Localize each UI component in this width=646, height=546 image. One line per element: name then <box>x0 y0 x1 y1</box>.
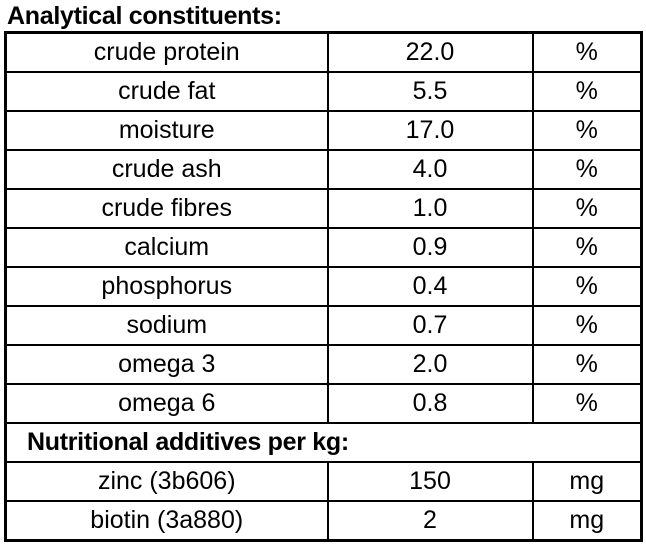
constituent-unit-cell: % <box>531 110 643 151</box>
constituents-table: crude protein 22.0 % crude fat 5.5 % moi… <box>4 31 643 542</box>
table-row: crude ash 4.0 % <box>4 149 643 190</box>
constituent-unit-cell: % <box>531 188 643 229</box>
constituent-name-cell: crude fibres <box>4 188 329 229</box>
constituent-unit-cell: % <box>531 227 643 268</box>
constituent-unit-cell: mg <box>531 500 643 542</box>
table-row: crude fat 5.5 % <box>4 71 643 112</box>
constituent-unit-cell: % <box>531 31 643 73</box>
table-row: omega 6 0.8 % <box>4 383 643 424</box>
page-title: Analytical constituents: <box>7 2 282 30</box>
constituent-name-cell: crude ash <box>4 149 329 190</box>
constituent-value-cell: 150 <box>326 461 534 502</box>
constituent-value-cell: 4.0 <box>326 149 534 190</box>
constituent-name-cell: crude fat <box>4 71 329 112</box>
constituent-value-cell: 2 <box>326 500 534 542</box>
constituent-unit-cell: % <box>531 383 643 424</box>
constituent-value-cell: 5.5 <box>326 71 534 112</box>
constituent-name-cell: biotin (3a880) <box>4 500 329 542</box>
constituent-name-cell: omega 6 <box>4 383 329 424</box>
constituent-unit-cell: % <box>531 71 643 112</box>
constituent-name-cell: moisture <box>4 110 329 151</box>
table-row: phosphorus 0.4 % <box>4 266 643 307</box>
constituent-unit-cell: % <box>531 266 643 307</box>
constituent-name-cell: calcium <box>4 227 329 268</box>
constituent-value-cell: 0.8 <box>326 383 534 424</box>
constituents-table-body: crude protein 22.0 % crude fat 5.5 % moi… <box>4 31 643 542</box>
constituent-value-cell: 0.9 <box>326 227 534 268</box>
constituent-value-cell: 22.0 <box>326 31 534 73</box>
constituent-value-cell: 0.7 <box>326 305 534 346</box>
constituent-unit-cell: % <box>531 149 643 190</box>
table-row: biotin (3a880) 2 mg <box>4 500 643 542</box>
constituent-unit-cell: mg <box>531 461 643 502</box>
constituent-unit-cell: % <box>531 305 643 346</box>
constituent-value-cell: 1.0 <box>326 188 534 229</box>
table-row: omega 3 2.0 % <box>4 344 643 385</box>
constituent-name-cell: sodium <box>4 305 329 346</box>
section-header-cell: Nutritional additives per kg: <box>4 422 643 463</box>
table-row: crude fibres 1.0 % <box>4 188 643 229</box>
table-row: sodium 0.7 % <box>4 305 643 346</box>
constituent-name-cell: crude protein <box>4 31 329 73</box>
constituent-name-cell: phosphorus <box>4 266 329 307</box>
constituent-unit-cell: % <box>531 344 643 385</box>
table-row: calcium 0.9 % <box>4 227 643 268</box>
constituent-value-cell: 2.0 <box>326 344 534 385</box>
constituent-name-cell: zinc (3b606) <box>4 461 329 502</box>
constituent-value-cell: 17.0 <box>326 110 534 151</box>
constituent-value-cell: 0.4 <box>326 266 534 307</box>
table-row: moisture 17.0 % <box>4 110 643 151</box>
constituent-name-cell: omega 3 <box>4 344 329 385</box>
table-row: zinc (3b606) 150 mg <box>4 461 643 502</box>
table-row: crude protein 22.0 % <box>4 31 643 73</box>
section-header-row: Nutritional additives per kg: <box>4 422 643 463</box>
